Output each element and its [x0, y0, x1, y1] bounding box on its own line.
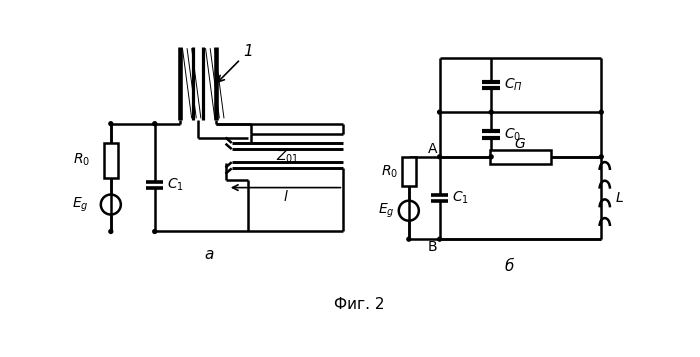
Text: $C_1$: $C_1$	[452, 190, 469, 206]
Circle shape	[438, 110, 442, 114]
Text: Фиг. 2: Фиг. 2	[333, 297, 384, 312]
Circle shape	[489, 155, 493, 159]
Text: $l$: $l$	[283, 189, 288, 204]
Text: $E_g$: $E_g$	[72, 195, 88, 214]
Text: а: а	[204, 247, 214, 262]
Circle shape	[438, 155, 442, 159]
Bar	[104, 143, 118, 177]
Text: $L$: $L$	[615, 191, 624, 205]
Circle shape	[599, 110, 603, 114]
Circle shape	[489, 110, 493, 114]
Text: $C_1$: $C_1$	[167, 177, 184, 193]
Circle shape	[599, 155, 603, 159]
Circle shape	[438, 237, 442, 241]
Bar	[490, 150, 552, 164]
Circle shape	[153, 230, 157, 233]
Text: $R_0$: $R_0$	[73, 152, 90, 169]
Bar	[402, 157, 416, 186]
Text: A: A	[428, 142, 438, 156]
Text: $C_0$: $C_0$	[504, 126, 522, 143]
Text: B: B	[428, 240, 438, 254]
Text: б: б	[504, 258, 514, 273]
Circle shape	[153, 122, 157, 126]
Text: $G$: $G$	[514, 137, 526, 151]
Text: $Z_{01}$: $Z_{01}$	[276, 149, 300, 165]
Text: 1: 1	[218, 44, 253, 82]
Text: $C_{П}$: $C_{П}$	[504, 77, 523, 94]
Text: $R_0$: $R_0$	[381, 163, 398, 180]
Text: $E_g$: $E_g$	[379, 202, 395, 220]
Circle shape	[407, 237, 411, 241]
Circle shape	[109, 122, 113, 126]
Circle shape	[109, 230, 113, 233]
